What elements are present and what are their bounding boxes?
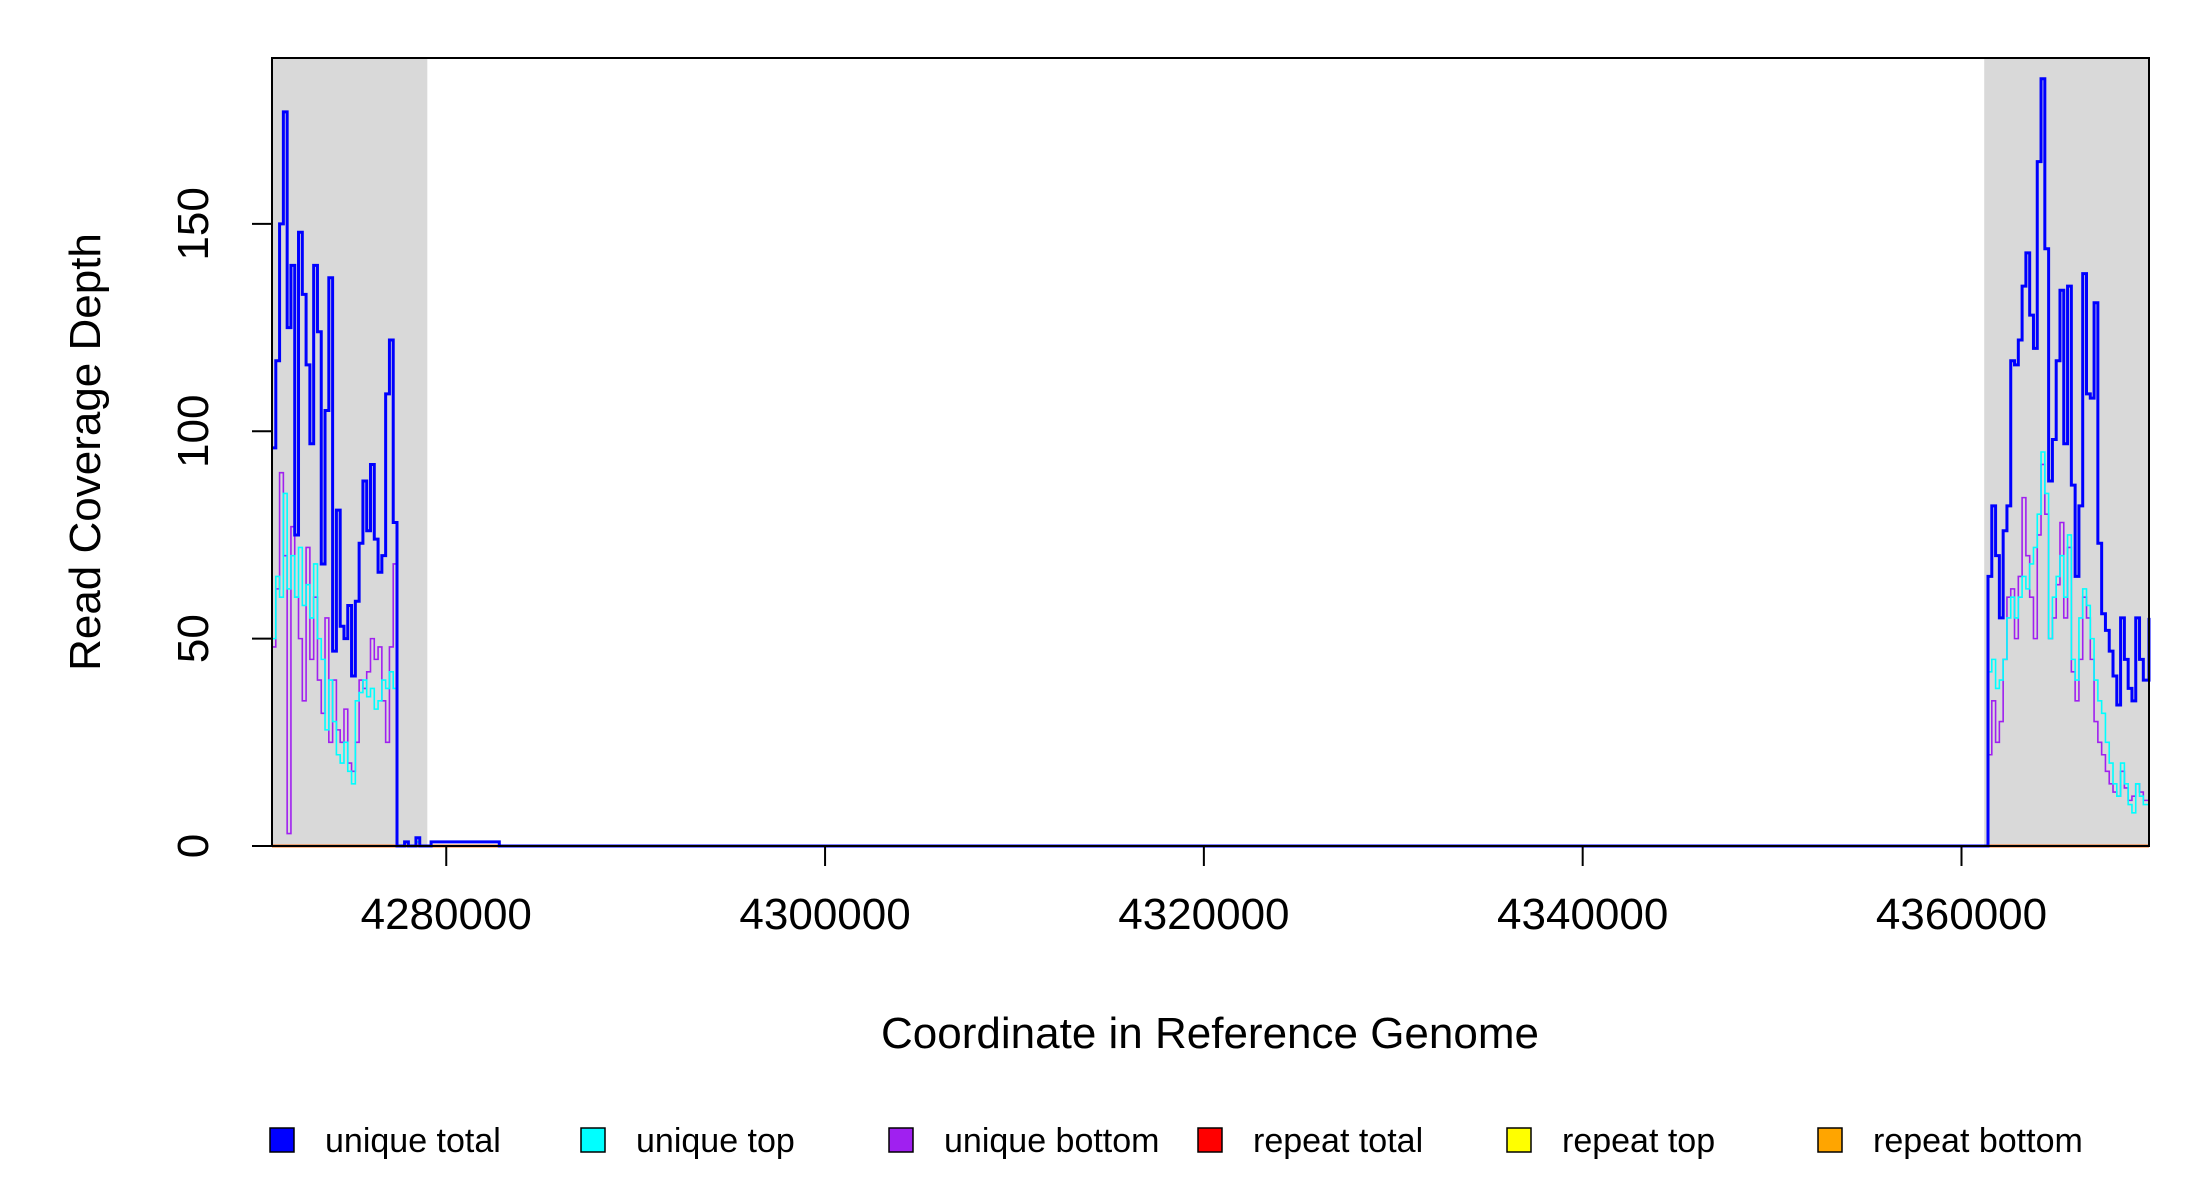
legend-item-unique-bottom: unique bottom xyxy=(888,1122,1160,1160)
legend-swatch xyxy=(1506,1127,1532,1153)
legend-label: repeat bottom xyxy=(1873,1122,2083,1160)
legend-item-unique-top: unique top xyxy=(580,1122,795,1160)
legend-label: unique top xyxy=(636,1122,795,1160)
x-axis: 4280000 4300000 4320000 4340000 4360000 xyxy=(361,845,2047,939)
plot-frame xyxy=(271,57,2150,847)
series-unique-total-line xyxy=(272,77,2151,848)
x-tick-label: 4360000 xyxy=(1876,890,2047,939)
x-tick-label: 4320000 xyxy=(1118,890,1289,939)
shaded-region-1 xyxy=(1984,58,2149,846)
series-unique-top-line xyxy=(272,451,2150,847)
legend-item-repeat-top: repeat top xyxy=(1506,1122,1715,1160)
shaded-regions xyxy=(272,58,2149,846)
y-tick-label: 100 xyxy=(169,395,218,468)
legend-swatch xyxy=(269,1127,295,1153)
y-tick-label: 150 xyxy=(169,187,218,260)
y-tick-label: 0 xyxy=(169,834,218,858)
legend-label: repeat total xyxy=(1253,1122,1423,1160)
legend-item-unique-total: unique total xyxy=(269,1122,501,1160)
series-lines xyxy=(272,77,2151,848)
y-axis-label: Read Coverage Depth xyxy=(61,233,110,671)
legend: unique total unique top unique bottom repea… xyxy=(269,1122,2083,1160)
y-tick-label: 50 xyxy=(169,614,218,663)
legend-swatch xyxy=(1817,1127,1843,1153)
x-tick-label: 4280000 xyxy=(361,890,532,939)
legend-label: unique bottom xyxy=(944,1122,1160,1160)
legend-item-repeat-total: repeat total xyxy=(1197,1122,1423,1160)
series-unique-bottom-line xyxy=(272,463,2150,847)
legend-swatch xyxy=(1197,1127,1223,1153)
x-axis-label: Coordinate in Reference Genome xyxy=(881,1009,1539,1058)
legend-swatch xyxy=(580,1127,606,1153)
legend-item-repeat-bottom: repeat bottom xyxy=(1817,1122,2083,1160)
legend-label: repeat top xyxy=(1562,1122,1715,1160)
x-tick-label: 4340000 xyxy=(1497,890,1668,939)
legend-swatch xyxy=(888,1127,914,1153)
y-axis: 0 50 100 150 xyxy=(169,187,273,858)
x-tick-label: 4300000 xyxy=(739,890,910,939)
legend-label: unique total xyxy=(325,1122,501,1160)
